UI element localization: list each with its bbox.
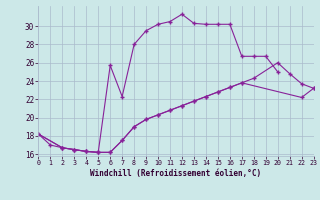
X-axis label: Windchill (Refroidissement éolien,°C): Windchill (Refroidissement éolien,°C) <box>91 169 261 178</box>
